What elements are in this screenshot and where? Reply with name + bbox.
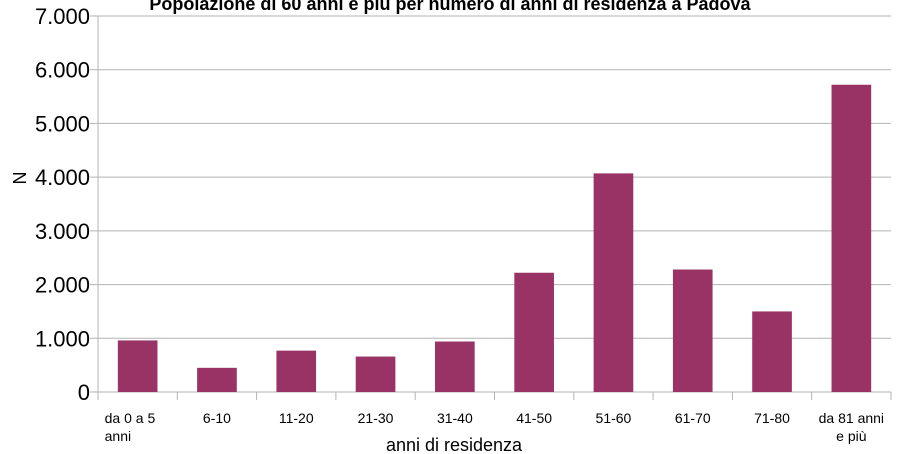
- x-tick-label: 6-10: [203, 410, 231, 426]
- y-tick-label: 3.000: [35, 219, 90, 244]
- x-tick-label: 51-60: [596, 410, 632, 426]
- y-tick-label: 2.000: [35, 273, 90, 298]
- bar: [752, 311, 792, 392]
- bar: [831, 84, 872, 393]
- x-tick-label: 21-30: [358, 410, 394, 426]
- y-tick-label: 1.000: [35, 326, 90, 351]
- gridlines: [90, 15, 892, 400]
- bar: [117, 340, 158, 392]
- bar: [197, 367, 237, 392]
- x-tick-label: 11-20: [279, 410, 314, 426]
- x-tick-labels: da 0 a 5 anni 6-10 11-20 21-30 31-40 41-50 51-6…: [105, 410, 884, 444]
- x-tick-label: 61-70: [675, 410, 711, 426]
- bar: [435, 341, 475, 392]
- x-tick-label: 41-50: [516, 410, 552, 426]
- x-tick-label: da 81 anni e più: [819, 410, 884, 444]
- x-tick-label: da 0 a 5 anni: [105, 410, 156, 444]
- chart-title: Popolazione di 60 anni e più per numero …: [149, 0, 751, 14]
- x-tick-label: 71-80: [754, 410, 790, 426]
- y-tick-label: 6.000: [35, 58, 90, 83]
- y-tick-label: 5.000: [35, 111, 90, 136]
- bar: [593, 173, 634, 392]
- y-tick-label: 4.000: [35, 165, 90, 190]
- x-axis-label: anni di residenza: [386, 435, 523, 454]
- bar: [276, 350, 317, 392]
- bar: [514, 272, 554, 392]
- bar: [672, 269, 713, 392]
- x-tick-label: 31-40: [437, 410, 473, 426]
- bar: [355, 356, 396, 392]
- y-axis-label: N: [10, 172, 30, 185]
- y-tick-label: 0: [78, 380, 90, 405]
- bars: [117, 84, 872, 393]
- y-tick-label: 7.000: [35, 4, 90, 29]
- y-tick-labels: 0 1.000 2.000 3.000 4.000 5.000 6.000 7.000: [35, 4, 90, 405]
